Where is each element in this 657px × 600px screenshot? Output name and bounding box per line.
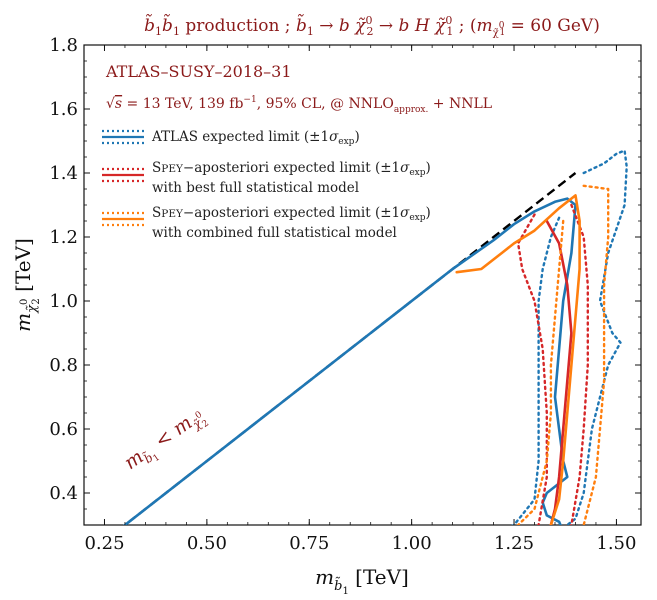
y-tick-label: 0.6: [49, 419, 78, 440]
conditions-label: √s = 13 TeV, 139 fb−1, 95% CL, @ NNLOapp…: [106, 95, 492, 115]
x-tick-labels: 0.25 0.50 0.75 1.00 1.25 1.50: [84, 533, 636, 554]
y-tick-label: 1.8: [49, 35, 78, 56]
y-tick-label: 1.4: [49, 163, 78, 184]
svg-text:ATLAS expected limit (±1σexp): ATLAS expected limit (±1σexp): [151, 129, 360, 147]
series-spey-best-minus1sigma: [516, 213, 548, 525]
series-spey-combined-minus1sigma: [516, 219, 565, 525]
chart-title: b̃1b̃1 production ; b̃1 → b χ̃0 2 → b H χ…: [144, 14, 600, 39]
x-tick-label: 0.50: [187, 533, 227, 554]
x-axis-label: mb̃1 [TeV]: [315, 565, 409, 597]
y-tick-label: 1.2: [49, 227, 78, 248]
svg-text:SPEY−aposteriori expected limi: SPEY−aposteriori expected limit (±1σexp): [152, 160, 431, 178]
x-tick-label: 1.50: [596, 533, 636, 554]
x-tick-label: 1.25: [494, 533, 534, 554]
series-atlas-plus1sigma: [565, 149, 628, 525]
x-tick-label: 0.75: [289, 533, 329, 554]
svg-text:SPEY−aposteriori expected limi: SPEY−aposteriori expected limit (±1σexp): [152, 205, 431, 223]
x-tick-label: 1.00: [392, 533, 432, 554]
contour-lines: [122, 149, 628, 525]
series-spey-combined-plus1sigma: [581, 184, 610, 525]
y-tick-label: 1.0: [49, 291, 78, 312]
x-tick-label: 0.25: [84, 533, 124, 554]
series-spey-best-plus1sigma: [569, 203, 589, 525]
axis-ticks: [84, 44, 641, 525]
y-axis-label: mχ̃02 [TeV]: [11, 238, 42, 332]
series-atlas-minus1sigma: [511, 216, 561, 525]
series-spey-best-central: [545, 219, 573, 525]
legend-item-spey-combined: SPEY−aposteriori expected limit (±1σexp)…: [102, 205, 431, 241]
legend-item-spey-best: SPEY−aposteriori expected limit (±1σexp)…: [102, 160, 431, 196]
legend: ATLAS expected limit (±1σexp) SPEY−apost…: [102, 129, 431, 241]
y-tick-labels: 0.4 0.6 0.8 1.0 1.2 1.4 1.6 1.8: [49, 35, 78, 504]
y-tick-label: 0.8: [49, 355, 78, 376]
svg-text:with best full statistical mod: with best full statistical model: [152, 180, 359, 196]
series-spey-combined-central: [455, 194, 581, 525]
legend-item-atlas: ATLAS expected limit (±1σexp): [102, 129, 360, 147]
y-tick-label: 1.6: [49, 99, 78, 120]
svg-text:with combined full statistical: with combined full statistical model: [152, 225, 397, 241]
analysis-label: ATLAS–SUSY–2018–31: [105, 62, 292, 81]
series-atlas-central: [122, 197, 577, 525]
y-tick-label: 0.4: [49, 483, 78, 504]
plot-area: [83, 44, 642, 526]
